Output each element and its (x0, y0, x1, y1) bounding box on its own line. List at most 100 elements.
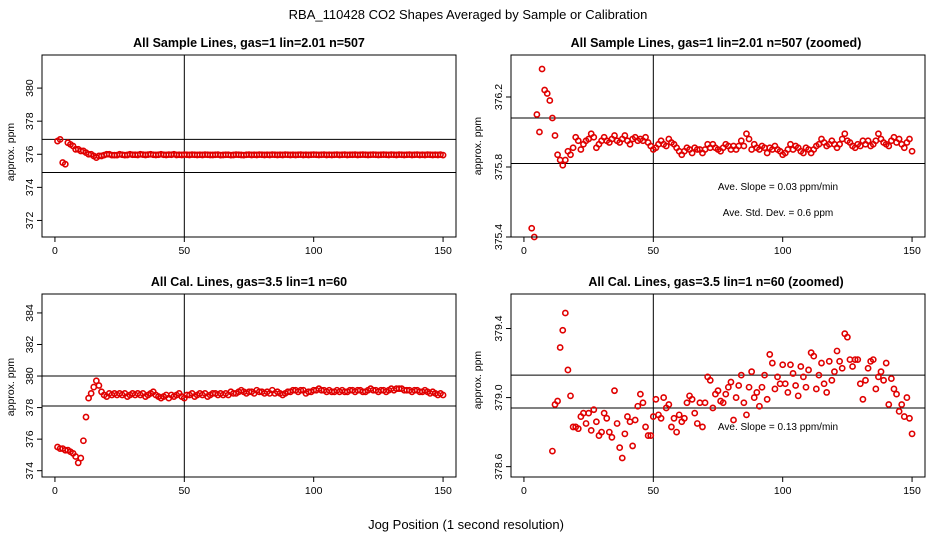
x-tick-label: 150 (903, 245, 921, 257)
data-point (600, 409, 608, 417)
data-point (854, 356, 862, 363)
data-point (877, 368, 885, 376)
data-point (745, 135, 753, 143)
data-point (554, 397, 561, 405)
x-tick-label: 0 (52, 245, 58, 257)
data-point (763, 149, 771, 157)
data-point (823, 389, 831, 396)
x-tick-label: 0 (521, 485, 527, 497)
data-point (722, 390, 730, 398)
data-point (634, 402, 642, 410)
data-point (608, 433, 616, 441)
panel-title: All Cal. Lines, gas=3.5 lin=1 n=60 (zoom… (588, 275, 843, 289)
x-tick-label: 50 (647, 245, 659, 257)
plot-frame (510, 293, 926, 478)
annotations: Ave. Slope = 0.13 ppm/min (718, 422, 838, 433)
data-point (831, 368, 838, 376)
data-point (719, 399, 727, 407)
x-axis: 0 50 100 150 (521, 477, 921, 497)
data-point (882, 359, 890, 367)
data-point (598, 428, 605, 436)
y-tick-label: 379.0 (493, 384, 505, 410)
annotation-text: Ave. Slope = 0.03 ppm/min (718, 182, 838, 193)
data-point (662, 142, 670, 150)
data-point (763, 395, 771, 403)
data-point (587, 426, 595, 434)
data-point (61, 160, 69, 168)
data-points (54, 135, 447, 168)
reference-lines (511, 294, 925, 477)
data-point (693, 146, 701, 153)
data-point (668, 423, 675, 431)
data-point (768, 359, 776, 367)
data-point (536, 128, 543, 136)
data-point (758, 383, 766, 391)
data-point (683, 399, 691, 407)
data-point (784, 389, 792, 396)
data-point (836, 140, 844, 148)
y-tick-label: 376.2 (493, 84, 505, 110)
data-point (567, 392, 574, 400)
data-point (549, 114, 556, 122)
y-tick-label: 384 (24, 304, 36, 322)
y-tick-label: 380 (24, 79, 36, 97)
data-point (95, 382, 103, 389)
data-point (818, 359, 825, 367)
panel-title: All Sample Lines, gas=1 lin=2.01 n=507 (133, 36, 365, 50)
data-point (766, 351, 774, 358)
data-point (538, 65, 546, 73)
data-point (805, 366, 812, 374)
data-point (567, 151, 574, 159)
data-point (675, 411, 683, 419)
data-point (761, 371, 768, 379)
x-tick-label: 150 (434, 485, 452, 497)
data-point (706, 376, 714, 384)
data-point (740, 142, 748, 150)
panel-title: All Sample Lines, gas=1 lin=2.01 n=507 (… (571, 36, 862, 50)
y-tick-label: 376 (24, 145, 36, 163)
data-point (833, 347, 841, 355)
y-axis: 378.6 379.0 379.4 (493, 315, 511, 480)
data-point (843, 333, 851, 341)
data-point (825, 357, 833, 365)
y-tick-label: 374 (24, 178, 36, 196)
data-point (737, 371, 745, 379)
data-point (820, 380, 828, 388)
data-point (56, 135, 64, 143)
data-point (787, 361, 794, 369)
y-tick-label: 378 (24, 112, 36, 130)
data-point (528, 224, 536, 232)
data-point (885, 142, 893, 150)
data-point (828, 376, 836, 384)
y-tick-label: 378 (24, 399, 36, 417)
data-point (670, 414, 678, 422)
data-point (740, 399, 748, 407)
data-point (789, 370, 797, 377)
y-tick-label: 372 (24, 212, 36, 230)
data-point (859, 395, 867, 403)
main-title: RBA_110428 CO2 Shapes Averaged by Sample… (289, 7, 648, 22)
y-tick-label: 378.6 (493, 453, 505, 479)
data-point (895, 135, 903, 143)
data-point (781, 380, 789, 388)
y-tick-label: 374 (24, 462, 36, 480)
data-point (561, 156, 569, 164)
data-point (533, 111, 541, 118)
y-tick-label: 379.4 (493, 315, 505, 341)
data-point (856, 380, 864, 388)
data-point (613, 420, 621, 427)
x-tick-label: 100 (774, 485, 792, 497)
panel-title: All Cal. Lines, gas=3.5 lin=1 n=60 (151, 275, 347, 289)
data-point (647, 432, 655, 439)
data-point (836, 357, 844, 365)
data-point (688, 395, 696, 403)
data-point (732, 394, 740, 401)
x-tick-label: 0 (521, 245, 527, 257)
data-point (621, 430, 629, 438)
data-point (701, 399, 709, 407)
data-point (699, 423, 706, 431)
data-point (631, 416, 639, 424)
data-point (802, 383, 810, 391)
data-points (528, 65, 916, 241)
